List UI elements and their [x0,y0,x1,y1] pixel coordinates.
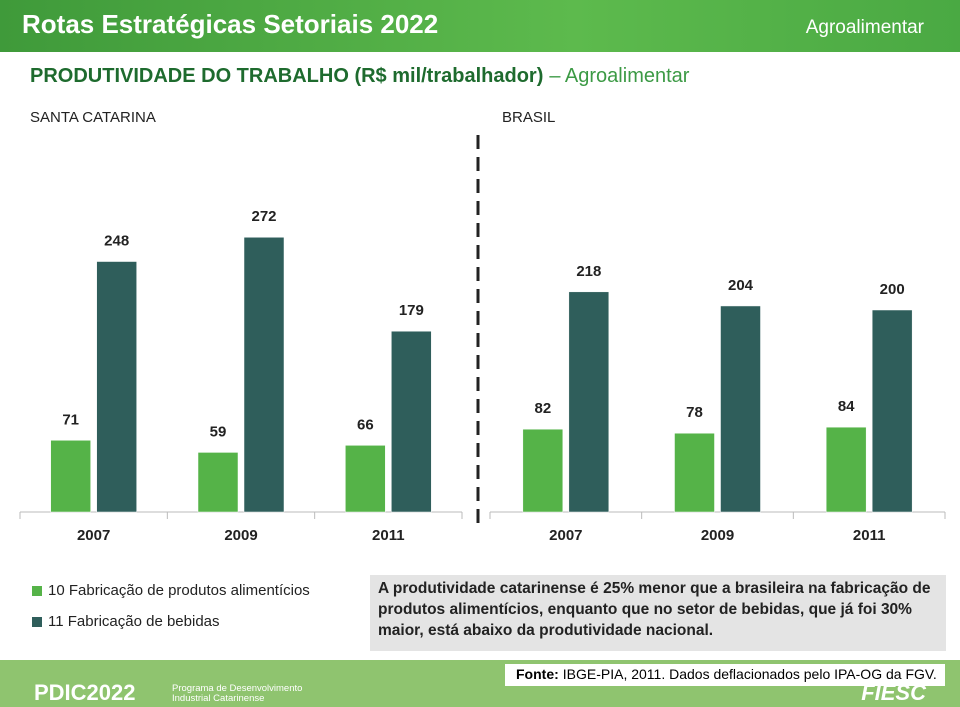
value-label: 71 [62,411,79,428]
bar [568,291,610,513]
x-tick-label: 2009 [224,527,257,544]
value-label: 82 [534,400,551,417]
footer-name-wrap: Programa de Desenvolvimento Industrial C… [172,684,303,704]
legend-swatch [32,617,42,627]
subtitle-sector: – Agroalimentar [549,65,689,87]
bar [96,261,137,513]
x-tick-label: 2011 [372,527,405,544]
value-label: 78 [686,404,703,421]
legend-swatch [32,586,42,596]
value-label: 204 [728,277,754,294]
chart-title: BRASIL [502,109,555,126]
bar [243,237,285,513]
value-label: 59 [210,423,227,440]
source: Fonte: IBGE-PIA, 2011. Dados deflacionado… [516,666,937,682]
footer-program: PDIC2022 [34,680,136,705]
value-label: 200 [880,281,905,298]
source-box [505,664,945,686]
subtitle-main: PRODUTIVIDADE DO TRABALHO (R$ mil/trabal… [30,65,543,87]
bar [522,428,564,513]
note-wrap: A produtividade catarinense é 25% menor … [378,580,931,639]
footer-program-name: Programa de Desenvolvimento Industrial C… [172,684,303,704]
bar [825,426,867,513]
footer-org: FIESC [861,680,927,705]
bar [871,309,913,513]
note-box [370,575,946,651]
value-label: 179 [399,302,424,319]
bar [674,432,715,513]
bar [391,330,432,513]
value-label: 272 [251,208,276,225]
value-label: 66 [357,416,374,433]
value-label: 84 [838,398,855,415]
header-bar [0,0,960,52]
source-text: IBGE-PIA, 2011. Dados deflacionados pelo… [563,666,937,682]
x-tick-label: 2011 [853,527,886,544]
x-tick-label: 2007 [77,527,110,544]
note: A produtividade catarinense é 25% menor … [378,580,931,639]
bar [50,440,91,513]
value-label: 248 [104,232,129,249]
bar [197,452,239,513]
value-label: 218 [576,263,601,280]
bar [720,305,761,513]
legend-label: 11 Fabricação de bebidas [48,613,220,630]
header-sector: Agroalimentar [806,17,925,38]
bar [345,445,386,513]
x-tick-label: 2007 [549,527,582,544]
chart-title: SANTA CATARINA [30,109,156,126]
subtitle: PRODUTIVIDADE DO TRABALHO (R$ mil/trabal… [30,65,690,87]
legend-label: 10 Fabricação de produtos alimentícios [48,582,310,599]
x-tick-label: 2009 [701,527,734,544]
source-label: Fonte: [516,666,559,682]
header-title: Rotas Estratégicas Setoriais 2022 [22,9,438,39]
